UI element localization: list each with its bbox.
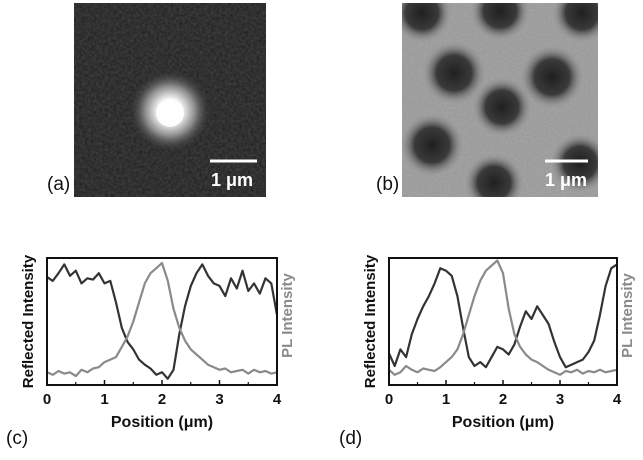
plot-frame-c <box>46 257 278 386</box>
x-axis-label-c: Position (μm) <box>111 414 213 431</box>
line-profile-chart-d: 0 1 2 3 4 Position (μm) Reflected Intensity PL … <box>362 254 636 431</box>
panel-label-c: (c) <box>6 428 29 449</box>
image-panel-b: 1 μm <box>402 3 598 197</box>
x-tick-label-d-0: 0 <box>385 391 393 408</box>
x-tick-label-d-3: 3 <box>556 391 564 408</box>
x-tick-label-c-2: 2 <box>158 391 166 408</box>
line-profile-chart-c: 0 1 2 3 4 Position (μm) Reflected Intensity PL … <box>20 254 296 431</box>
pl-map-image: 1 μm <box>74 3 266 197</box>
chart-panel-d: 0 1 2 3 4 Position (μm) Reflected Intensity PL … <box>340 250 643 460</box>
y-axis-right-label-d: PL Intensity <box>619 272 636 357</box>
series-line-reflected-c <box>46 263 279 380</box>
image-panel-a: 1 μm <box>74 3 266 197</box>
x-tick-label-c-4: 4 <box>273 391 282 408</box>
chart-panel-c: 0 1 2 3 4 Position (μm) Reflected Intensity PL … <box>0 250 310 460</box>
x-tick-label-d-4: 4 <box>613 391 622 408</box>
panel-label-b: (b) <box>376 174 400 195</box>
panel-label-a: (a) <box>47 174 71 195</box>
x-tick-label-d-1: 1 <box>442 391 450 408</box>
panel-label-d: (d) <box>339 428 363 449</box>
series-line-pl-c <box>46 262 278 378</box>
series-line-pl-d <box>388 259 618 376</box>
x-axis-label-d: Position (μm) <box>452 414 554 431</box>
y-axis-right-label-c: PL Intensity <box>279 272 296 357</box>
y-axis-label-d: Reflected Intensity <box>362 254 379 388</box>
scalebar-label-a: 1 μm <box>211 170 253 190</box>
x-tick-label-d-2: 2 <box>499 391 507 408</box>
x-tick-label-c-1: 1 <box>100 391 108 408</box>
y-axis-label-c: Reflected Intensity <box>20 254 37 388</box>
scalebar-label-b: 1 μm <box>545 170 587 190</box>
x-tick-label-c-0: 0 <box>43 391 51 408</box>
reflectance-map-image: 1 μm <box>402 3 598 197</box>
x-tick-label-c-3: 3 <box>215 391 223 408</box>
series-line-reflected-d <box>387 263 618 369</box>
